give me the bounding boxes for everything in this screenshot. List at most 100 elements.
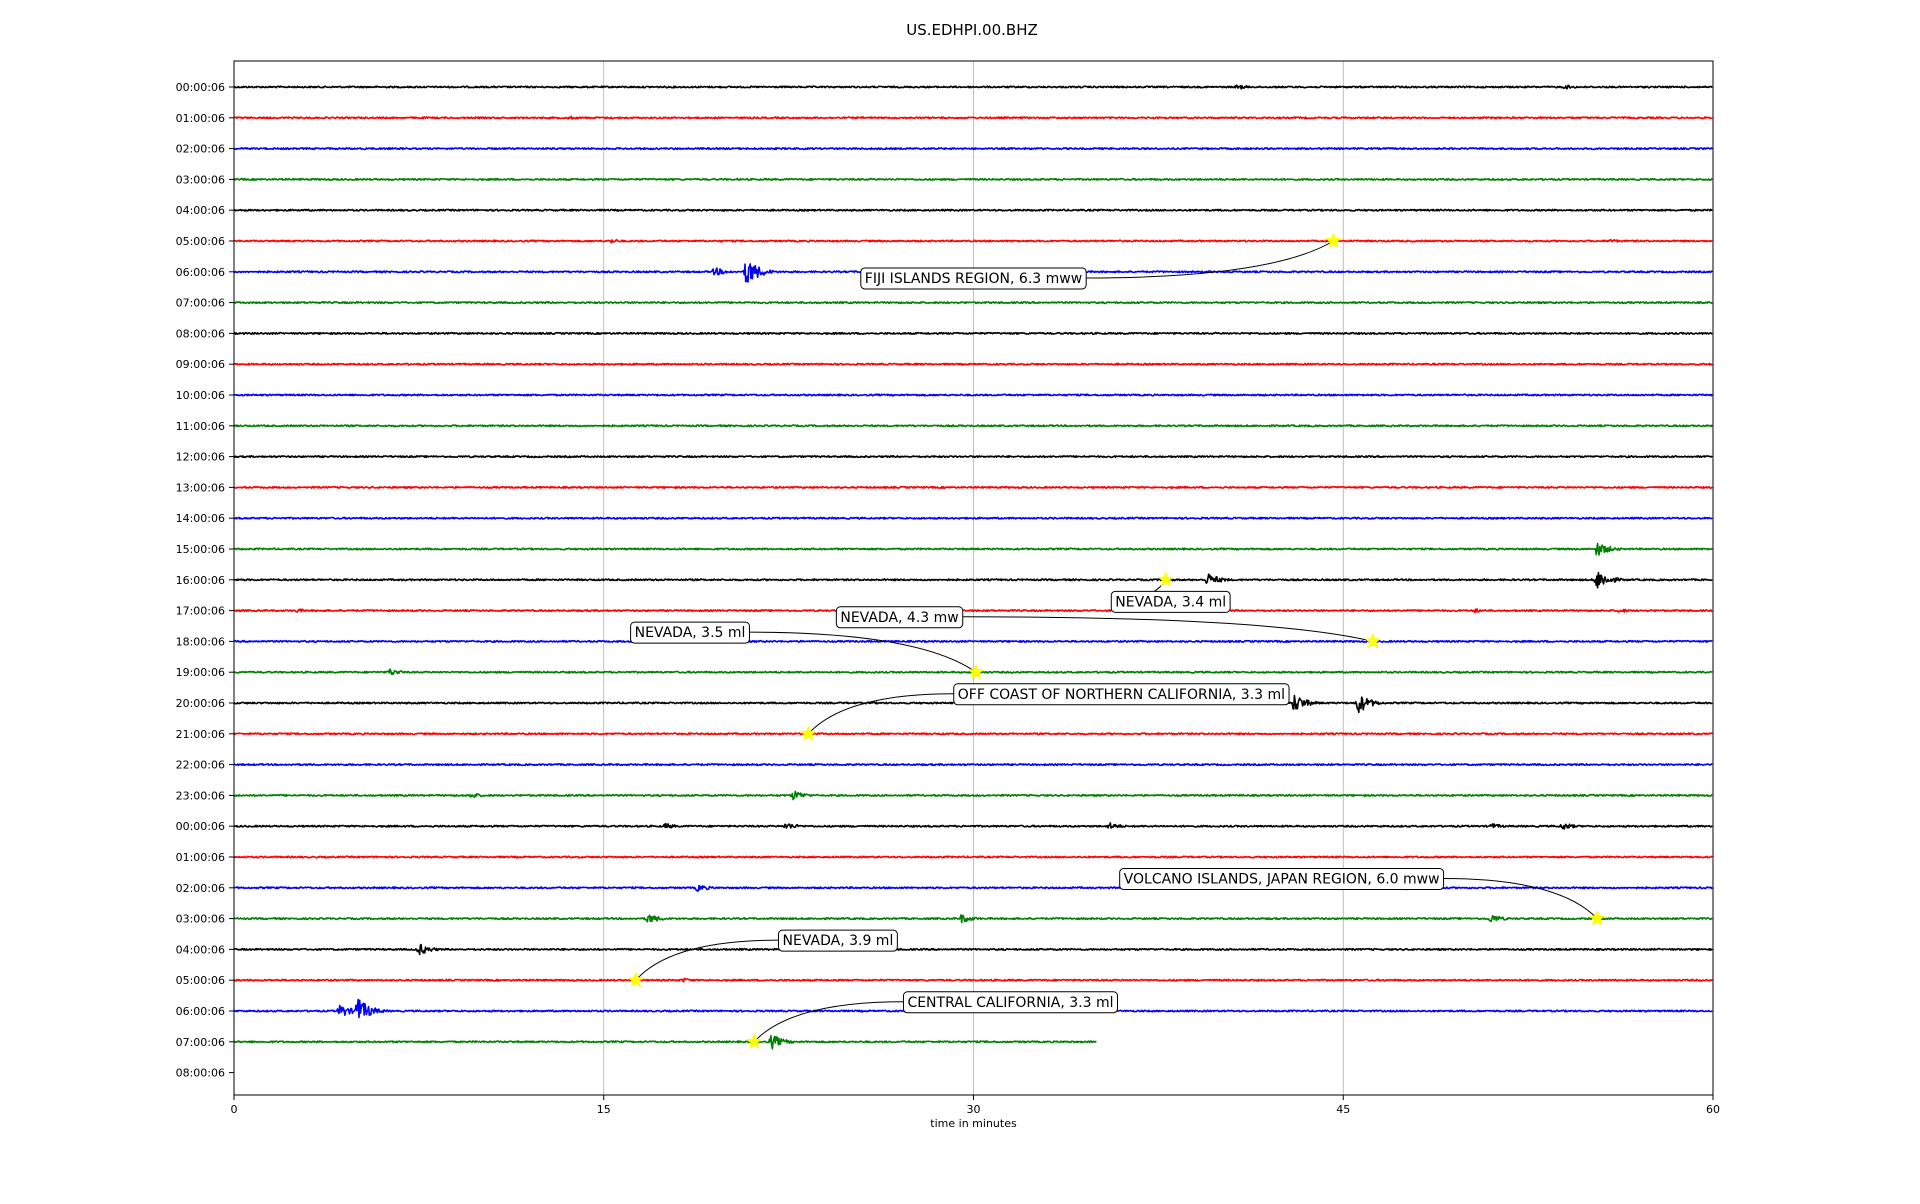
event-label-box bbox=[778, 929, 898, 952]
event-label: OFF COAST OF NORTHERN CALIFORNIA, 3.3 ml bbox=[958, 687, 1285, 703]
y-tick-label: 00:00:06 bbox=[176, 81, 225, 94]
y-tick-label: 22:00:06 bbox=[176, 759, 225, 772]
trace-row-24 bbox=[233, 822, 1713, 830]
event-label-box bbox=[1110, 590, 1231, 613]
y-tick-label: 02:00:06 bbox=[176, 882, 225, 895]
y-tick-label: 23:00:06 bbox=[176, 789, 225, 802]
event-star bbox=[627, 971, 645, 988]
x-tick-label: 60 bbox=[1706, 1103, 1720, 1116]
y-tick-label: 07:00:06 bbox=[176, 297, 225, 310]
trace-row-4 bbox=[233, 208, 1713, 212]
trace-row-3 bbox=[233, 177, 1713, 181]
y-tick-label: 21:00:06 bbox=[176, 728, 225, 741]
trace-row-15 bbox=[233, 542, 1713, 556]
trace-row-2 bbox=[233, 147, 1713, 151]
y-tick-layer: 00:00:06 01:00:06 02:00:06 03:00:06 04:00:06… bbox=[176, 81, 234, 1080]
y-tick-label: 05:00:06 bbox=[176, 974, 225, 987]
trace-row-14 bbox=[233, 516, 1713, 520]
event-label: VOLCANO ISLANDS, JAPAN REGION, 6.0 mww bbox=[1124, 872, 1440, 888]
x-tick-label: 0 bbox=[231, 1103, 238, 1116]
y-tick-label: 18:00:06 bbox=[176, 635, 225, 648]
y-tick-label: 09:00:06 bbox=[176, 358, 225, 371]
event-connector bbox=[635, 939, 779, 981]
event-label-box bbox=[902, 991, 1118, 1014]
event-annotation-1: NEVADA, 3.4 ml bbox=[1110, 571, 1231, 613]
trace-row-10 bbox=[233, 393, 1713, 397]
event-connector bbox=[753, 1001, 904, 1043]
x-axis-label: time in minutes bbox=[930, 1117, 1017, 1130]
event-layer: FIJI ISLANDS REGION, 6.3 mww NEVADA, 3.4 … bbox=[627, 232, 1606, 1049]
trace-row-28 bbox=[233, 943, 1713, 956]
y-tick-label: 05:00:06 bbox=[176, 235, 225, 248]
y-tick-label: 08:00:06 bbox=[176, 1067, 225, 1080]
event-connector bbox=[1086, 240, 1334, 279]
event-connector bbox=[749, 631, 977, 673]
event-label-box bbox=[1119, 868, 1445, 891]
y-tick-label: 19:00:06 bbox=[176, 666, 225, 679]
event-star bbox=[1588, 909, 1606, 926]
trace-row-23 bbox=[233, 790, 1713, 801]
trace-row-26 bbox=[233, 884, 1713, 892]
y-tick-label: 02:00:06 bbox=[176, 143, 225, 156]
trace-row-12 bbox=[233, 455, 1713, 459]
event-star bbox=[1157, 571, 1175, 587]
trace-row-13 bbox=[233, 485, 1713, 489]
y-tick-label: 06:00:06 bbox=[176, 1005, 225, 1018]
trace-row-1 bbox=[233, 115, 1713, 120]
trace-row-29 bbox=[233, 977, 1713, 983]
event-annotation-6: NEVADA, 3.9 ml bbox=[627, 929, 898, 988]
event-annotation-0: FIJI ISLANDS REGION, 6.3 mww bbox=[860, 232, 1342, 290]
y-tick-label: 04:00:06 bbox=[176, 204, 225, 217]
event-annotation-7: CENTRAL CALIFORNIA, 3.3 ml bbox=[745, 991, 1118, 1049]
trace-row-25 bbox=[233, 855, 1713, 859]
trace-row-31 bbox=[233, 1034, 1097, 1050]
trace-row-16 bbox=[233, 571, 1713, 589]
x-tick-layer: 0 15 30 45 60 bbox=[231, 1095, 1720, 1116]
chart-title: US.EDHPI.00.BHZ bbox=[906, 21, 1038, 39]
y-tick-label: 20:00:06 bbox=[176, 697, 225, 710]
y-tick-label: 11:00:06 bbox=[176, 420, 225, 433]
event-annotation-5: VOLCANO ISLANDS, JAPAN REGION, 6.0 mww bbox=[1119, 868, 1606, 926]
trace-row-11 bbox=[233, 424, 1713, 428]
y-tick-label: 03:00:06 bbox=[176, 173, 225, 186]
event-label: CENTRAL CALIFORNIA, 3.3 ml bbox=[907, 995, 1113, 1011]
event-label: NEVADA, 3.4 ml bbox=[1115, 594, 1226, 610]
y-tick-label: 03:00:06 bbox=[176, 913, 225, 926]
event-label-box bbox=[953, 683, 1290, 706]
y-tick-label: 07:00:06 bbox=[176, 1036, 225, 1049]
event-annotation-2: NEVADA, 4.3 mw bbox=[835, 606, 1382, 649]
y-tick-label: 14:00:06 bbox=[176, 512, 225, 525]
y-tick-label: 16:00:06 bbox=[176, 574, 225, 587]
event-star bbox=[800, 725, 817, 741]
trace-row-17 bbox=[233, 608, 1713, 614]
event-label-box bbox=[630, 621, 750, 644]
y-tick-label: 00:00:06 bbox=[176, 820, 225, 833]
x-tick-label: 30 bbox=[967, 1103, 981, 1116]
event-label-box bbox=[835, 606, 964, 629]
event-label: FIJI ISLANDS REGION, 6.3 mww bbox=[865, 271, 1082, 287]
event-star bbox=[967, 663, 985, 680]
trace-row-9 bbox=[233, 362, 1713, 366]
trace-row-21 bbox=[233, 732, 1713, 736]
event-label-box bbox=[860, 267, 1087, 290]
y-tick-label: 04:00:06 bbox=[176, 943, 225, 956]
event-star bbox=[1325, 232, 1342, 249]
event-connector bbox=[807, 693, 954, 735]
event-annotation-4: OFF COAST OF NORTHERN CALIFORNIA, 3.3 ml bbox=[800, 683, 1290, 741]
event-connector bbox=[962, 616, 1373, 642]
event-label: NEVADA, 3.5 ml bbox=[635, 625, 746, 641]
y-tick-label: 15:00:06 bbox=[176, 543, 225, 556]
y-tick-label: 12:00:06 bbox=[176, 451, 225, 464]
y-tick-label: 13:00:06 bbox=[176, 481, 225, 494]
trace-layer bbox=[233, 84, 1713, 1050]
trace-row-22 bbox=[233, 763, 1713, 767]
event-star bbox=[745, 1033, 763, 1049]
event-annotation-3: NEVADA, 3.5 ml bbox=[630, 621, 985, 680]
trace-row-27 bbox=[233, 914, 1713, 924]
y-tick-label: 01:00:06 bbox=[176, 112, 225, 125]
y-tick-label: 08:00:06 bbox=[176, 327, 225, 340]
trace-row-0 bbox=[233, 84, 1713, 90]
trace-row-5 bbox=[233, 238, 1713, 244]
